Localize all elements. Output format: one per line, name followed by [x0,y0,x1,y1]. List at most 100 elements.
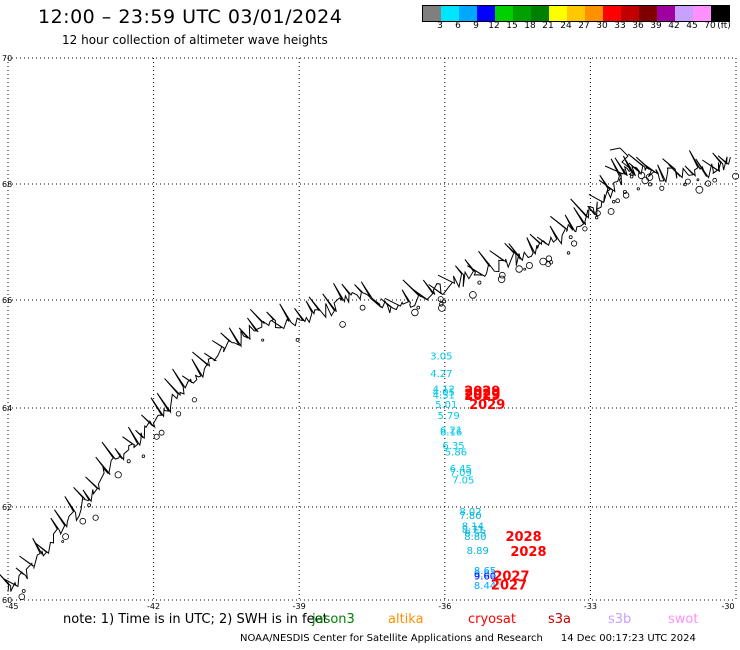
pass-number-label: 2027 [491,578,527,593]
island-outline [539,257,547,266]
wave-height-observation: 7.05 [452,476,474,487]
scale-swatch [423,6,441,21]
island-outline [21,589,26,593]
footer-credit: NOAA/NESDIS Center for Satellite Applica… [240,633,543,644]
island-outline [615,198,620,204]
scale-swatch [513,6,531,21]
scale-label: 21 [542,21,554,31]
island-outline [683,182,687,187]
satellite-legend-cryosat: cryosat [468,612,516,627]
wave-height-observation: 7.09 [450,468,472,479]
island-outline [595,210,601,217]
wave-height-observation: 6.45 [450,464,472,475]
scale-swatch [531,6,549,21]
island-outline [648,182,653,187]
pass-number-label: 2029 [464,389,500,404]
wave-height-observation: 9.60 [474,572,496,583]
wave-height-observation: 4.27 [430,369,452,380]
island-outline [695,185,704,194]
island-outline [158,429,165,436]
wave-height-observation: 8.44 [474,581,496,592]
wave-height-observation: 4.12 [433,384,455,395]
scale-swatch [675,6,693,21]
island-outline [607,208,615,215]
wave-height-color-scale [422,5,730,22]
island-outline [61,540,65,543]
island-outline [87,503,91,508]
scale-swatch [549,6,567,21]
island-outline [685,178,691,185]
scale-swatch [585,6,603,21]
island-outline [175,411,182,417]
latitude-label: 68 [2,180,12,189]
island-outline [92,514,99,521]
scale-swatch [711,6,729,21]
island-outline [545,255,553,262]
island-outline [469,291,477,299]
scale-label: 42 [668,21,680,31]
latitude-label: 64 [2,404,12,413]
scale-label: 33 [614,21,626,31]
island-outline [359,304,366,311]
scale-label: (ft) [717,21,731,31]
island-outline [732,172,740,180]
wave-height-observation: 7.80 [459,511,481,522]
color-scale-labels: 3 6 9 12 15 18 21 24 27 30 33 36 39 42 45 70 (ft) [422,21,740,33]
scale-label: 12 [488,21,500,31]
coastal-islands [18,171,740,601]
latitude-label: 66 [2,296,12,305]
island-outline [704,180,712,187]
scale-label: 30 [596,21,608,31]
longitude-label: -45 [5,602,18,611]
wave-height-observation: 4.51 [433,390,455,401]
scale-label: 9 [473,21,479,31]
wave-height-observation: 8.53 [464,528,486,539]
island-outline [126,459,131,464]
longitude-label: -42 [147,602,160,611]
latitude-label: 60 [2,596,12,605]
island-outline [438,301,444,307]
island-outline [545,261,551,267]
scale-label: 6 [455,21,461,31]
scale-swatch [459,6,477,21]
greenland-coastline [0,147,731,592]
longitude-label: -36 [438,602,451,611]
pass-number-label: 2029 [464,387,500,402]
scale-label: 39 [650,21,662,31]
wave-height-observation: 8.65 [474,566,496,577]
wave-height-observation: 5.01 [435,400,457,411]
map-subtitle: 12 hour collection of altimeter wave hei… [62,33,328,47]
wave-height-observation: 8.02 [459,507,481,518]
scale-label: 36 [632,21,644,31]
island-outline [437,296,444,303]
footer-timestamp: 14 Dec 00:17:23 UTC 2024 [560,633,696,644]
wave-height-observation: 6.21 [440,426,462,437]
pass-number-label: 2028 [505,530,541,545]
wave-height-observation: 5.79 [438,411,460,422]
longitude-label: -39 [293,602,306,611]
pass-number-label: 2029 [464,385,500,400]
wave-height-observation: 8.14 [462,521,484,532]
scale-label: 15 [506,21,518,31]
scale-label: 3 [437,21,443,31]
island-outline [629,174,634,179]
island-outline [568,235,573,240]
altimeter-observations: 3.05 4.27 4.124.054.515.015.79 6.216.16 6.35… [430,351,496,591]
island-outline [622,189,627,194]
latitude-label: 70 [2,54,12,63]
island-outline [523,267,527,271]
graticule [7,57,737,601]
island-outline [622,192,630,199]
scale-swatch [495,6,513,21]
island-outline [79,517,87,525]
satellite-legend-swot: swot [668,612,699,627]
scale-swatch [657,6,675,21]
island-outline [515,265,523,273]
island-outline [712,177,717,183]
map-title: 12:00 – 23:59 UTC 03/01/2024 [38,6,343,28]
scale-swatch [621,6,639,21]
longitude-label: -33 [584,602,597,611]
scale-swatch [603,6,621,21]
island-outline [525,261,533,269]
